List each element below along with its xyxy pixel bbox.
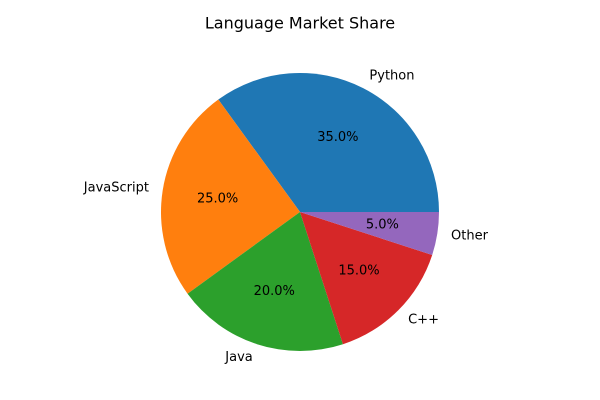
pie-slice <box>300 212 439 255</box>
pie-slice <box>300 212 433 345</box>
value-label: 20.0% <box>254 284 295 299</box>
value-label: 35.0% <box>317 130 358 145</box>
slice-label: Java <box>224 350 252 365</box>
value-label: 25.0% <box>197 191 238 206</box>
pie-slice <box>187 212 343 351</box>
value-label: 15.0% <box>338 263 379 278</box>
pie-slice <box>218 73 439 212</box>
slice-label: Other <box>451 228 489 243</box>
value-label: 5.0% <box>366 218 399 233</box>
slice-label: C++ <box>408 313 439 328</box>
slice-label: Python <box>369 68 414 83</box>
chart-title: Language Market Share <box>205 14 395 33</box>
pie-slice <box>161 99 300 294</box>
slice-label: JavaScript <box>83 181 149 196</box>
